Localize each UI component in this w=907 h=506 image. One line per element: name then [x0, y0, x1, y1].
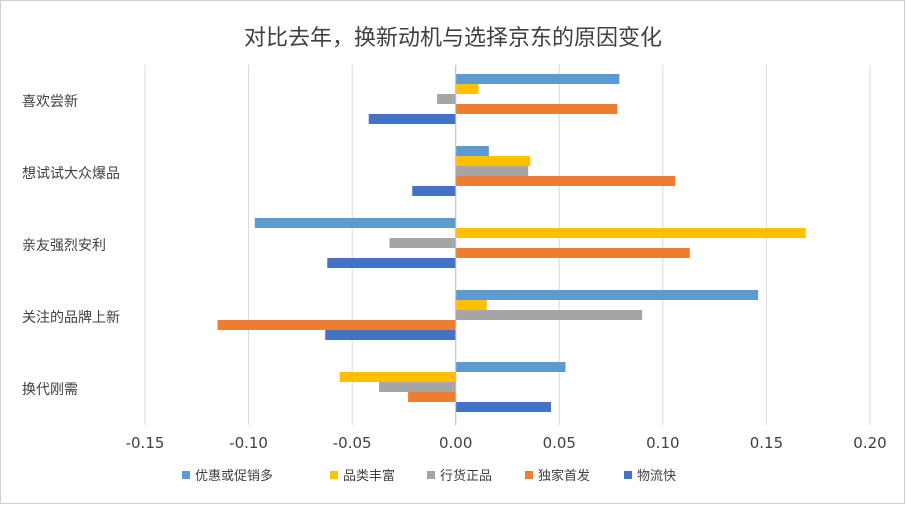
category-label: 关注的品牌上新: [22, 309, 120, 326]
bar: [455, 402, 551, 412]
bar: [339, 372, 456, 382]
x-tick-labels: -0.15 -0.10 -0.05 0.00 0.05 0.10 0.15 0.20: [126, 434, 887, 452]
x-tick-label: -0.10: [229, 434, 268, 452]
bar: [327, 258, 456, 268]
category-label: 想试试大众爆品: [22, 166, 120, 182]
legend-swatch: [624, 471, 632, 479]
bar: [412, 186, 456, 196]
bar: [389, 238, 456, 248]
bar: [455, 248, 690, 258]
gridlines: [144, 65, 871, 425]
x-tick-label: -0.15: [126, 434, 165, 452]
legend-swatch: [330, 471, 338, 479]
bar: [379, 382, 456, 392]
category-label: 亲友强烈安利: [22, 238, 106, 254]
chart-title: 对比去年，换新动机与选择京东的原因变化: [244, 26, 662, 51]
bar: [455, 74, 620, 84]
legend-label: 物流快: [637, 469, 676, 484]
x-tick-label: 0.00: [439, 434, 472, 452]
legend: 优惠或促销多 品类丰富 行货正品 独家首发 物流快: [182, 468, 676, 484]
bar: [368, 114, 456, 124]
bar: [455, 156, 531, 166]
legend-label: 优惠或促销多: [195, 468, 273, 484]
legend-swatch: [427, 471, 435, 479]
bar: [455, 146, 489, 156]
category-label: 喜欢尝新: [22, 94, 78, 110]
legend-swatch: [525, 471, 533, 479]
bar: [437, 94, 456, 104]
category-label: 换代刚需: [22, 381, 78, 398]
bar: [455, 166, 529, 176]
x-tick-label: 0.10: [646, 434, 679, 452]
bar: [455, 362, 566, 372]
bar: [254, 218, 456, 228]
bar: [408, 392, 456, 402]
bar: [455, 300, 487, 310]
bar: [455, 84, 479, 94]
legend-label: 品类丰富: [343, 468, 395, 484]
x-tick-label: 0.20: [853, 434, 886, 452]
x-tick-label: -0.05: [333, 434, 372, 452]
bar: [455, 310, 643, 320]
legend-swatch: [182, 471, 190, 479]
bar: [217, 320, 456, 330]
bar: [455, 290, 759, 300]
x-tick-label: 0.05: [543, 434, 576, 452]
legend-label: 行货正品: [440, 468, 492, 484]
bar: [455, 176, 676, 186]
bar: [325, 330, 456, 340]
legend-label: 独家首发: [538, 468, 590, 484]
bar: [455, 228, 806, 238]
bar: [455, 104, 618, 114]
bars: [217, 65, 806, 425]
x-tick-label: 0.15: [750, 434, 783, 452]
